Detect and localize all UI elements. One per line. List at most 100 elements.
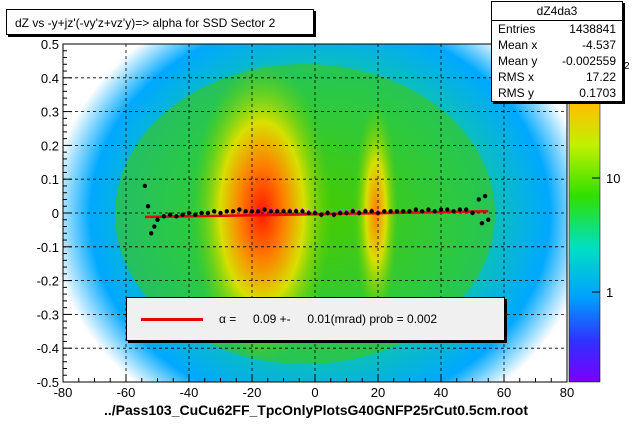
x-tick-label: 80 <box>560 385 574 400</box>
x-tick-label: -60 <box>117 385 136 400</box>
profile-point <box>293 209 299 214</box>
profile-point <box>161 214 166 219</box>
y-tick-label: -0.3 <box>37 307 59 322</box>
profile-point <box>369 209 374 214</box>
profile-point <box>464 207 469 212</box>
x-tick-label: -40 <box>180 385 199 400</box>
profile-point <box>281 209 286 214</box>
profile-point <box>149 231 154 236</box>
profile-point <box>256 209 261 214</box>
stats-box: dZ4da3 Entries 1438841 Mean x -4.537 Mean y -… <box>491 1 623 102</box>
profile-point <box>419 209 425 214</box>
profile-point <box>344 210 349 216</box>
y-tick-label: 0.5 <box>41 37 59 52</box>
colorbar-label: 1 <box>606 285 613 300</box>
y-tick-label: -0.1 <box>37 240 59 255</box>
stats-value: -4.537 <box>581 38 616 52</box>
profile-point <box>193 212 198 217</box>
profile-point <box>426 207 431 212</box>
x-tick-label: 60 <box>497 385 511 400</box>
profile-point <box>275 209 280 214</box>
profile-point <box>363 209 368 214</box>
profile-point <box>300 209 305 214</box>
stats-row: RMS x 17.22 <box>492 69 622 85</box>
y-tick-label: -0.2 <box>37 274 59 289</box>
profile-point <box>212 209 217 214</box>
stats-label: Mean x <box>498 38 538 52</box>
x-axis-label: ../Pass103_CuCu62FF_TpcOnlyPlotsG40GNFP2… <box>103 402 529 418</box>
profile-point <box>180 212 185 217</box>
y-tick-label: 0.4 <box>41 71 59 86</box>
profile-point <box>142 183 148 189</box>
profile-point <box>155 217 160 222</box>
y-tick-label: 0 <box>52 206 59 221</box>
profile-point <box>470 210 475 216</box>
stats-row: Mean y -0.002559 <box>492 53 622 69</box>
stats-row: Mean x -4.537 <box>492 37 622 53</box>
stats-label: Mean y <box>498 54 538 68</box>
profile-point <box>356 210 362 216</box>
stats-value: -0.002559 <box>561 54 616 68</box>
profile-point <box>457 207 463 212</box>
stats-name: dZ4da3 <box>492 2 622 21</box>
stats-label: RMS x <box>498 70 534 84</box>
colorbar-axis: 1 10 2 <box>592 61 630 300</box>
x-tick-label: 0 <box>311 385 318 400</box>
profile-point <box>325 210 330 216</box>
stats-row: Entries 1438841 <box>492 21 622 37</box>
profile-point <box>476 197 481 202</box>
profile-point <box>152 224 157 229</box>
profile-point <box>268 209 274 214</box>
profile-point <box>262 207 267 212</box>
profile-point <box>394 209 400 214</box>
profile-point <box>174 214 179 219</box>
x-tick-label: -20 <box>243 385 262 400</box>
profile-point <box>199 210 204 216</box>
y-axis: -0.5 -0.4 -0.3 -0.2 -0.1 0 0.1 0.2 0.3 0.4 0.5 <box>37 37 72 390</box>
stats-rows: Entries 1438841 Mean x -4.537 Mean y -0.00255… <box>492 21 622 101</box>
profile-points <box>142 183 491 236</box>
chart-title: dZ vs -y+jz'(-vy'z+vz'y)=> alpha for SSD… <box>6 9 314 35</box>
stats-label: Entries <box>498 22 536 36</box>
profile-point <box>438 207 444 212</box>
profile-point <box>230 209 236 214</box>
x-axis: -80 -60 -40 -20 0 20 40 60 80 <box>54 374 574 400</box>
y-tick-label: 0.2 <box>41 138 59 153</box>
profile-point <box>451 209 456 214</box>
stats-value: 0.1703 <box>579 86 616 100</box>
stats-label: RMS y <box>498 86 534 100</box>
profile-point <box>350 209 355 214</box>
y-tick-label: -0.4 <box>37 341 59 356</box>
stats-value: 1438841 <box>569 22 616 36</box>
legend-text: α = 0.09 +- 0.01(mrad) prob = 0.002 <box>219 312 438 326</box>
profile-point <box>249 209 255 214</box>
y-tick-label: 0.1 <box>41 172 59 187</box>
profile-point <box>237 207 242 212</box>
profile-point <box>413 207 418 212</box>
x-tick-label: 20 <box>371 385 385 400</box>
profile-point <box>382 209 387 214</box>
profile-point <box>479 220 485 226</box>
profile-point <box>375 210 381 216</box>
profile-point <box>482 193 488 199</box>
stats-row: RMS y 0.1703 <box>492 85 622 101</box>
profile-point <box>145 204 151 209</box>
profile-point <box>401 209 406 214</box>
stats-value: 17.22 <box>585 70 616 84</box>
colorbar-exponent: 2 <box>624 61 630 72</box>
profile-point <box>243 209 248 214</box>
profile-point <box>445 207 450 212</box>
y-tick-label: -0.5 <box>37 375 59 390</box>
profile-point <box>186 210 192 216</box>
profile-point <box>312 210 318 216</box>
y-tick-label: 0.3 <box>41 105 59 120</box>
profile-point <box>388 209 393 214</box>
heatmap-hotspot-left <box>192 62 332 362</box>
profile-point <box>218 210 223 216</box>
colorbar-label: 10 <box>606 171 620 186</box>
profile-point <box>319 212 324 217</box>
profile-point <box>224 209 229 214</box>
profile-point <box>407 209 412 214</box>
profile-point <box>432 209 437 214</box>
profile-point <box>167 212 173 217</box>
